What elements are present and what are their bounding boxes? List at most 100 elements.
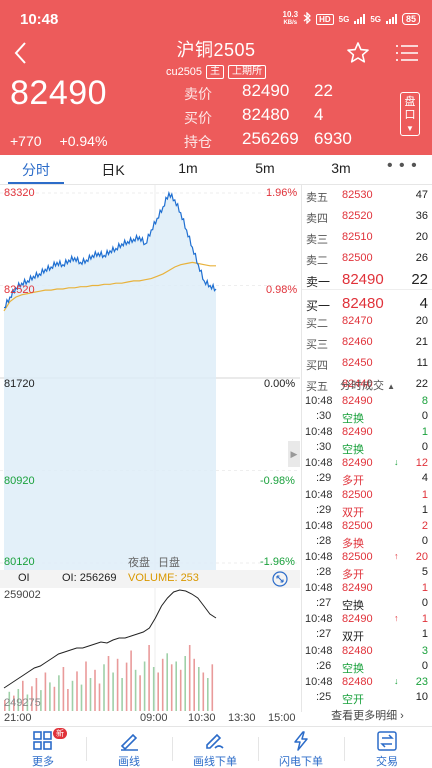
ask-level-3[interactable]: 卖三 82510 20 bbox=[302, 227, 432, 248]
indicator-select-oi[interactable]: OI bbox=[18, 572, 30, 584]
ask-level-1[interactable]: 卖一 82490 22 bbox=[302, 269, 432, 290]
trade-oi-change: 4 bbox=[421, 472, 428, 485]
trades-header[interactable]: 分时成交 ▲ bbox=[302, 377, 432, 393]
tab-intraday[interactable]: 分时 bbox=[22, 162, 50, 178]
bid-volume: 4 bbox=[314, 105, 324, 124]
status-icons: 10.3 KB/s HD 5G 5G 85 bbox=[282, 10, 420, 27]
trade-second: :30 bbox=[316, 410, 332, 422]
ask-level-4[interactable]: 卖四 82520 36 bbox=[302, 206, 432, 227]
trade-second: :29 bbox=[316, 472, 332, 485]
volume-bar bbox=[35, 678, 38, 711]
fullscreen-icon[interactable] bbox=[271, 571, 289, 587]
volume-bar bbox=[67, 689, 69, 711]
favorite-button[interactable] bbox=[345, 40, 371, 66]
volume-readout: VOLUME: 253 bbox=[128, 572, 199, 584]
tab-1m[interactable]: 1m bbox=[178, 160, 198, 176]
contract-code: cu2505 bbox=[165, 66, 203, 78]
volume-bar bbox=[116, 658, 119, 711]
trade-row: 10:48:29 82500 1 双开 1 bbox=[302, 489, 432, 520]
more-label: 更多 bbox=[32, 756, 54, 768]
trade-oi-change: 1 bbox=[421, 628, 428, 641]
volume-bar bbox=[134, 669, 137, 711]
back-button[interactable] bbox=[6, 34, 38, 72]
header-panel: 10:48 10.3 KB/s HD 5G 5G 85 沪铜2505 cu250… bbox=[0, 0, 432, 155]
battery-icon: 85 bbox=[401, 13, 420, 25]
draw-line-label: 画线 bbox=[118, 756, 140, 768]
volume-bar bbox=[22, 680, 24, 711]
period-tabs: 分时 日K 1m 5m 3m • • • bbox=[0, 155, 432, 185]
draw-order-button[interactable]: 画线下单 bbox=[172, 727, 258, 768]
trade-type: 空换 bbox=[342, 662, 364, 675]
level-price: 82470 bbox=[342, 315, 373, 327]
trade-time: 10:48 bbox=[305, 644, 333, 657]
more-button[interactable]: 更多 新 bbox=[0, 727, 86, 768]
time-tick-2: 10:30 bbox=[188, 712, 216, 724]
network-speed-value: 10.3 bbox=[282, 10, 299, 19]
contract-title-block: 沪铜2505 cu2505 主 上期所 bbox=[120, 36, 312, 79]
volume-axis-bottom: 249275 bbox=[4, 697, 41, 709]
menu-button[interactable] bbox=[394, 42, 420, 64]
tab-daily-k[interactable]: 日K bbox=[101, 162, 125, 178]
level-label: 买三 bbox=[306, 339, 328, 351]
main-contract-tag: 主 bbox=[206, 65, 225, 79]
volume-oi-chart[interactable] bbox=[0, 588, 300, 711]
level-price: 82510 bbox=[342, 231, 373, 243]
price-change-value: +770 bbox=[10, 133, 42, 149]
contract-subline: cu2505 主 上期所 bbox=[120, 65, 312, 79]
tab-3m[interactable]: 3m bbox=[331, 160, 351, 176]
bid-level-3[interactable]: 买三 82460 21 bbox=[302, 332, 432, 353]
back-arrow-icon bbox=[14, 42, 26, 64]
bluetooth-icon bbox=[303, 10, 312, 27]
bid-level-5[interactable]: 买五 82440 22 bbox=[302, 374, 432, 395]
signal-icon-2 bbox=[385, 14, 397, 24]
trade-arrow-icon: ↓ bbox=[394, 675, 399, 686]
trade-second: :29 bbox=[316, 503, 332, 516]
trade-arrow-icon: ↑ bbox=[394, 613, 399, 624]
level-price: 82440 bbox=[342, 378, 373, 390]
level-label: 卖四 bbox=[306, 213, 328, 225]
tab-5m[interactable]: 5m bbox=[255, 160, 275, 176]
trade-oi-change: 10 bbox=[415, 690, 428, 703]
volume-bar bbox=[76, 671, 78, 711]
trade-quantity: 12 bbox=[415, 457, 428, 470]
level-volume: 22 bbox=[411, 271, 428, 288]
level-price: 82530 bbox=[342, 189, 373, 201]
order-book-panel: 卖五 82530 47 卖四 82520 36 卖三 82510 20 卖二 82500 26 卖一 82… bbox=[301, 185, 432, 722]
price-change-percent: +0.94% bbox=[59, 133, 108, 149]
expand-handle[interactable]: ▶ bbox=[288, 441, 300, 467]
trade-row: 10:48:27 82490 ↑ 1 双开 1 bbox=[302, 613, 432, 644]
trade-time: 10:48 bbox=[305, 551, 333, 563]
trade-quantity: 1 bbox=[421, 488, 428, 501]
volume-bar bbox=[179, 669, 182, 711]
trade-price: 82490 bbox=[342, 426, 373, 439]
intraday-price-chart[interactable] bbox=[0, 185, 300, 570]
toolbar-divider-2 bbox=[172, 737, 173, 761]
bid-level-2[interactable]: 买二 82470 20 bbox=[302, 311, 432, 332]
trade-button[interactable]: 交易 bbox=[344, 727, 430, 768]
bid-level-4[interactable]: 买四 82450 11 bbox=[302, 353, 432, 374]
open-interest-row: 持仓 256269 6930 bbox=[184, 129, 352, 151]
draw-line-button[interactable]: 画线 bbox=[86, 727, 172, 768]
exchange-tag: 上期所 bbox=[228, 65, 267, 79]
open-interest-label: 持仓 bbox=[184, 134, 212, 150]
ask-level-2[interactable]: 卖二 82500 26 bbox=[302, 248, 432, 269]
active-tab-underline bbox=[8, 182, 64, 184]
order-book-toggle[interactable]: 盘 口 ▼ bbox=[400, 92, 420, 136]
more-dots-icon: • • • bbox=[387, 157, 418, 174]
trade-time: 10:48 bbox=[305, 426, 333, 439]
time-tick-0: 21:00 bbox=[4, 712, 32, 724]
level-volume: 26 bbox=[415, 252, 428, 264]
trade-label: 交易 bbox=[376, 756, 398, 768]
volume-bar bbox=[80, 684, 83, 711]
ask-level-5[interactable]: 卖五 82530 47 bbox=[302, 185, 432, 206]
volume-bar bbox=[148, 645, 150, 711]
lightning-order-button[interactable]: 闪电下单 bbox=[258, 727, 344, 768]
trade-time: 10:48 bbox=[305, 519, 333, 532]
more-periods-button[interactable]: • • • bbox=[387, 157, 418, 175]
bid-quote-row: 买价 82480 4 bbox=[184, 105, 340, 127]
hd-icon: HD bbox=[316, 13, 334, 25]
see-more-details-link[interactable]: 查看更多明细 › bbox=[331, 710, 404, 722]
trade-quantity: 1 bbox=[421, 582, 428, 595]
bid-level-1[interactable]: 买一 82480 4 bbox=[302, 293, 432, 314]
volume-bar bbox=[143, 661, 146, 711]
